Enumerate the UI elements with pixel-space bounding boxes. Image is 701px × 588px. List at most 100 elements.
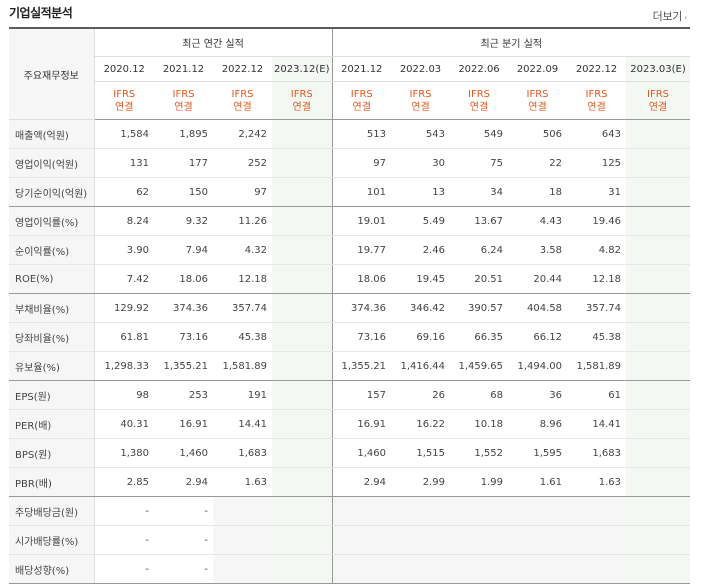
annual-value-cell: 1,895: [154, 119, 213, 149]
more-link[interactable]: 더보기 ›: [652, 8, 688, 24]
quarter-value-cell: 75: [450, 148, 508, 178]
annual-value-cell: 40.31: [94, 409, 154, 439]
quarter-value-cell: 1.99: [450, 467, 508, 497]
table-row: 순이익률(%) 3.90 7.94 4.32 19.77 2.46 6.24 3.58 4.82: [9, 235, 690, 265]
quarter-value-cell: 4.82: [567, 235, 626, 265]
quarter-value-cell: [567, 525, 626, 555]
row-label: ROE(%): [9, 264, 95, 294]
basis-line1: IFRS: [350, 88, 373, 100]
quarter-value-cell: [508, 525, 567, 555]
quarter-value-cell: [331, 496, 391, 526]
quarter-value-cell: [508, 496, 567, 526]
quarter-value-cell: [331, 554, 391, 584]
basis-line1: IFRS: [231, 88, 254, 100]
row-label: 주당배당금(원): [9, 496, 95, 526]
annual-value-cell: -: [94, 554, 154, 584]
annual-group-header: 최근 연간 실적: [94, 27, 332, 57]
quarter-value-cell: 543: [391, 119, 450, 149]
basis-line1: IFRS: [113, 88, 136, 100]
annual-value-cell: [272, 148, 332, 178]
quarter-value-cell: 18.06: [331, 264, 391, 294]
row-label: 당기순이익(억원): [9, 177, 95, 207]
annual-value-cell: 12.18: [213, 264, 272, 294]
basis-line2: 연결: [648, 101, 668, 113]
annual-value-cell: 177: [154, 148, 213, 178]
quarter-value-cell: 2.99: [391, 467, 450, 497]
quarter-value-cell: 34: [450, 177, 508, 207]
annual-value-cell: -: [94, 525, 154, 555]
quarter-value-cell: [626, 380, 690, 410]
chevron-right-icon: ›: [684, 13, 687, 22]
quarter-value-cell: 20.44: [508, 264, 567, 294]
table-row: 당좌비율(%) 61.81 73.16 45.38 73.16 69.16 66.35 66.…: [9, 322, 690, 352]
more-label: 더보기: [652, 10, 683, 23]
period-header: 2020.12: [94, 56, 154, 82]
table-row: 유보율(%) 1,298.33 1,355.21 1,581.89 1,355.21 1,…: [9, 351, 690, 381]
annual-value-cell: [272, 264, 332, 294]
annual-value-cell: 1,683: [213, 438, 272, 468]
quarter-value-cell: 13.67: [450, 206, 508, 236]
quarter-value-cell: 66.12: [508, 322, 567, 352]
quarter-value-cell: [626, 525, 690, 555]
basis-line2: 연결: [528, 101, 547, 113]
period-header: 2021.12: [154, 56, 213, 82]
period-header: 2023.12(E): [272, 56, 332, 82]
annual-value-cell: 3.90: [94, 235, 154, 265]
annual-value-cell: 1.63: [213, 467, 272, 497]
quarter-value-cell: 19.77: [331, 235, 391, 265]
period-header: 2022.09: [508, 56, 567, 82]
quarter-value-cell: 12.18: [567, 264, 626, 294]
table-row: ROE(%) 7.42 18.06 12.18 18.06 19.45 20.51 20.44…: [9, 264, 690, 294]
quarter-value-cell: [626, 554, 690, 584]
row-label: BPS(원): [9, 438, 95, 468]
accounting-basis: IFRS 연결: [154, 81, 213, 120]
annual-value-cell: [272, 119, 332, 149]
quarter-value-cell: 1,683: [567, 438, 626, 468]
table-row: 배당성향(%) - -: [9, 554, 690, 584]
period-header: 2022.06: [450, 56, 508, 82]
row-label: 영업이익(억원): [9, 148, 95, 178]
annual-value-cell: [272, 467, 332, 497]
accounting-basis: IFRS 연결: [450, 81, 508, 120]
quarter-value-cell: 31: [567, 177, 626, 207]
quarter-value-cell: 68: [450, 380, 508, 410]
table-row: 영업이익(억원) 131 177 252 97 30 75 22 125: [9, 148, 690, 178]
annual-value-cell: [213, 554, 272, 584]
quarter-value-cell: 1,552: [450, 438, 508, 468]
quarter-value-cell: 1.61: [508, 467, 567, 497]
basis-line1: IFRS: [290, 88, 313, 100]
quarter-value-cell: [508, 554, 567, 584]
quarter-value-cell: 1,595: [508, 438, 567, 468]
table-row: 부채비율(%) 129.92 374.36 357.74 374.36 346.42 390…: [9, 293, 690, 323]
annual-value-cell: 45.38: [213, 322, 272, 352]
row-label: 시가배당률(%): [9, 525, 95, 555]
row-label: 부채비율(%): [9, 293, 95, 323]
table-row: 주당배당금(원) - -: [9, 496, 690, 526]
quarter-value-cell: [626, 119, 690, 149]
annual-value-cell: [272, 525, 332, 555]
quarter-value-cell: 22: [508, 148, 567, 178]
quarter-value-cell: 157: [331, 380, 391, 410]
quarter-value-cell: [626, 409, 690, 439]
row-label: 유보율(%): [9, 351, 95, 381]
quarter-value-cell: 45.38: [567, 322, 626, 352]
quarter-value-cell: [391, 496, 450, 526]
quarter-value-cell: 1,581.89: [567, 351, 626, 381]
quarter-value-cell: 10.18: [450, 409, 508, 439]
quarter-value-cell: [626, 351, 690, 381]
quarter-value-cell: [626, 438, 690, 468]
annual-value-cell: 98: [94, 380, 154, 410]
quarter-value-cell: 19.45: [391, 264, 450, 294]
quarter-value-cell: 390.57: [450, 293, 508, 323]
quarter-value-cell: [626, 235, 690, 265]
basis-line2: 연결: [174, 101, 193, 113]
annual-value-cell: [272, 554, 332, 584]
quarter-value-cell: 125: [567, 148, 626, 178]
annual-value-cell: [272, 206, 332, 236]
basis-line2: 연결: [411, 101, 430, 113]
basis-line1: IFRS: [647, 88, 669, 100]
annual-value-cell: 357.74: [213, 293, 272, 323]
annual-value-cell: 1,460: [154, 438, 213, 468]
annual-value-cell: 131: [94, 148, 154, 178]
accounting-basis: IFRS 연결: [391, 81, 450, 120]
